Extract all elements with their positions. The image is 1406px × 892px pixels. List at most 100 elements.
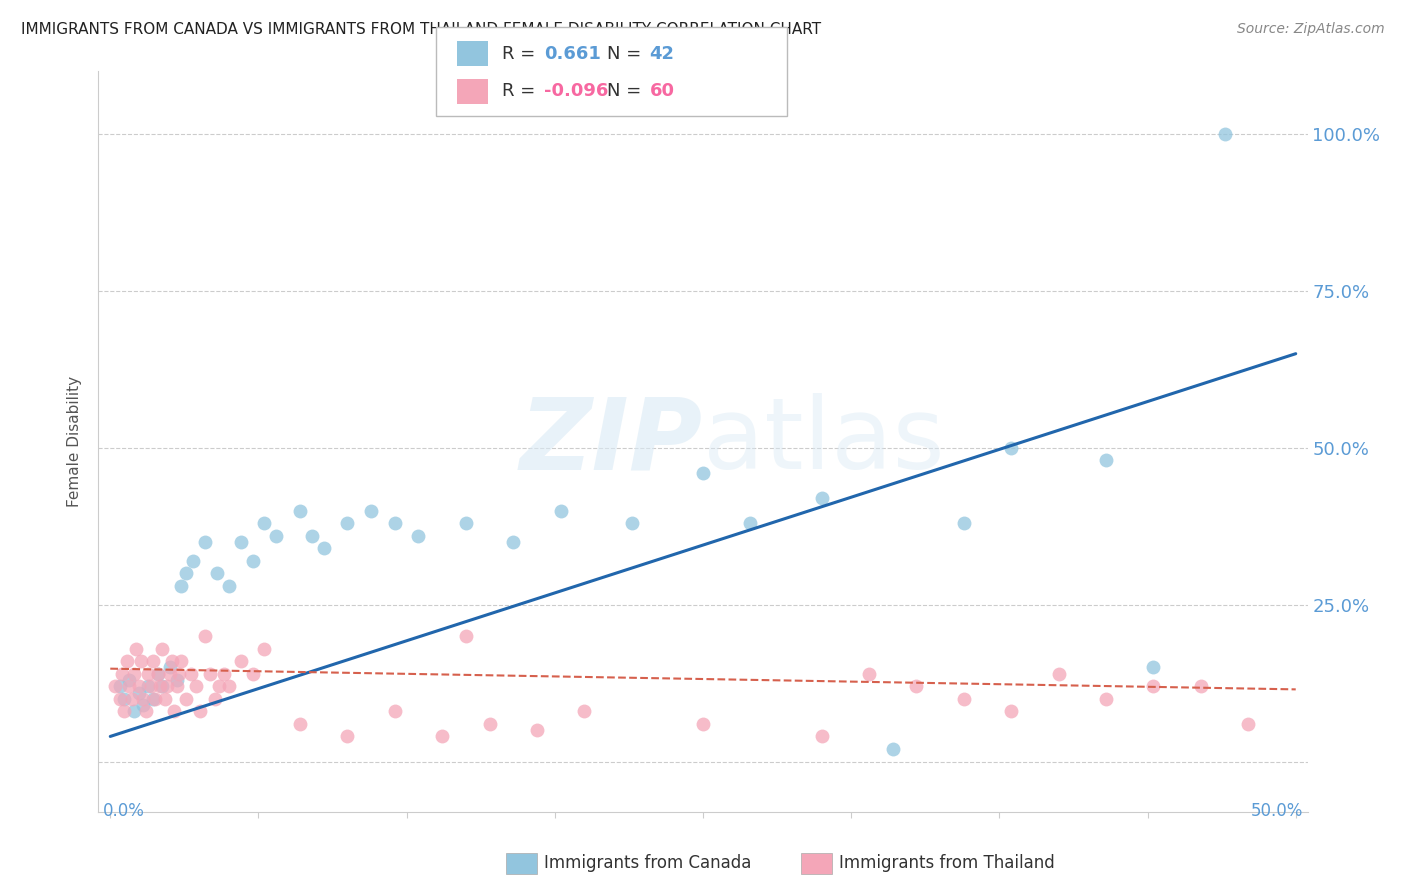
Point	[184, 679, 207, 693]
Point	[204, 691, 226, 706]
Text: 42: 42	[650, 45, 675, 62]
Point	[1237, 717, 1260, 731]
Text: N =: N =	[607, 45, 647, 62]
Point	[190, 704, 212, 718]
Point	[108, 679, 131, 693]
Point	[121, 691, 143, 706]
Point	[1142, 679, 1164, 693]
Point	[159, 666, 181, 681]
Point	[620, 516, 643, 530]
Point	[125, 641, 148, 656]
Point	[1095, 453, 1118, 467]
Point	[122, 704, 145, 718]
Point	[180, 666, 202, 681]
Point	[526, 723, 548, 738]
Point	[218, 579, 240, 593]
Point	[432, 730, 454, 744]
Point	[478, 717, 501, 731]
Point	[139, 679, 162, 693]
Y-axis label: Female Disability: Female Disability	[67, 376, 83, 508]
Point	[692, 466, 714, 480]
Point	[170, 654, 193, 668]
Point	[153, 691, 176, 706]
Point	[132, 698, 155, 712]
Point	[166, 679, 188, 693]
Point	[1189, 679, 1212, 693]
Point	[108, 691, 131, 706]
Point	[550, 503, 572, 517]
Point	[336, 730, 359, 744]
Point	[574, 704, 596, 718]
Point	[810, 491, 832, 505]
Point	[1000, 704, 1022, 718]
Text: Immigrants from Canada: Immigrants from Canada	[544, 855, 751, 872]
Point	[156, 679, 179, 693]
Point	[312, 541, 335, 556]
Point	[146, 666, 169, 681]
Point	[198, 666, 221, 681]
Point	[242, 554, 264, 568]
Point	[384, 516, 406, 530]
Point	[952, 516, 974, 530]
Point	[218, 679, 240, 693]
Point	[905, 679, 928, 693]
Point	[384, 704, 406, 718]
Point	[208, 679, 231, 693]
Text: R =: R =	[502, 45, 541, 62]
Point	[132, 691, 155, 706]
Text: Immigrants from Thailand: Immigrants from Thailand	[839, 855, 1054, 872]
Point	[952, 691, 974, 706]
Point	[502, 535, 524, 549]
Point	[166, 673, 188, 687]
Text: atlas: atlas	[703, 393, 945, 490]
Point	[128, 679, 150, 693]
Point	[301, 529, 323, 543]
Point	[194, 535, 217, 549]
Text: IMMIGRANTS FROM CANADA VS IMMIGRANTS FROM THAILAND FEMALE DISABILITY CORRELATION: IMMIGRANTS FROM CANADA VS IMMIGRANTS FRO…	[21, 22, 821, 37]
Point	[129, 654, 152, 668]
Point	[111, 666, 134, 681]
Text: 0.661: 0.661	[544, 45, 600, 62]
Point	[181, 554, 204, 568]
Text: R =: R =	[502, 82, 541, 101]
Point	[170, 579, 193, 593]
Point	[167, 666, 190, 681]
Point	[1142, 660, 1164, 674]
Point	[336, 516, 359, 530]
Point	[142, 691, 165, 706]
Point	[408, 529, 430, 543]
Point	[1213, 127, 1236, 141]
Point	[454, 629, 477, 643]
Point	[114, 691, 136, 706]
Point	[146, 666, 169, 681]
Point	[1047, 666, 1070, 681]
Point	[118, 679, 141, 693]
Point	[159, 660, 181, 674]
Point	[360, 503, 382, 517]
Point	[253, 516, 276, 530]
Text: Source: ZipAtlas.com: Source: ZipAtlas.com	[1237, 22, 1385, 37]
Point	[288, 717, 311, 731]
Point	[882, 742, 904, 756]
Text: ZIP: ZIP	[520, 393, 703, 490]
Point	[122, 666, 145, 681]
Point	[136, 666, 159, 681]
Point	[205, 566, 228, 581]
Text: 50.0%: 50.0%	[1250, 802, 1303, 821]
Point	[115, 654, 138, 668]
Point	[740, 516, 762, 530]
Point	[114, 704, 136, 718]
Text: 0.0%: 0.0%	[103, 802, 145, 821]
Point	[454, 516, 477, 530]
Text: 60: 60	[650, 82, 675, 101]
Point	[174, 566, 197, 581]
Point	[163, 704, 186, 718]
Point	[152, 641, 174, 656]
Point	[810, 730, 832, 744]
Point	[142, 654, 165, 668]
Point	[858, 666, 880, 681]
Point	[253, 641, 276, 656]
Point	[288, 503, 311, 517]
Point	[1000, 441, 1022, 455]
Point	[229, 654, 252, 668]
